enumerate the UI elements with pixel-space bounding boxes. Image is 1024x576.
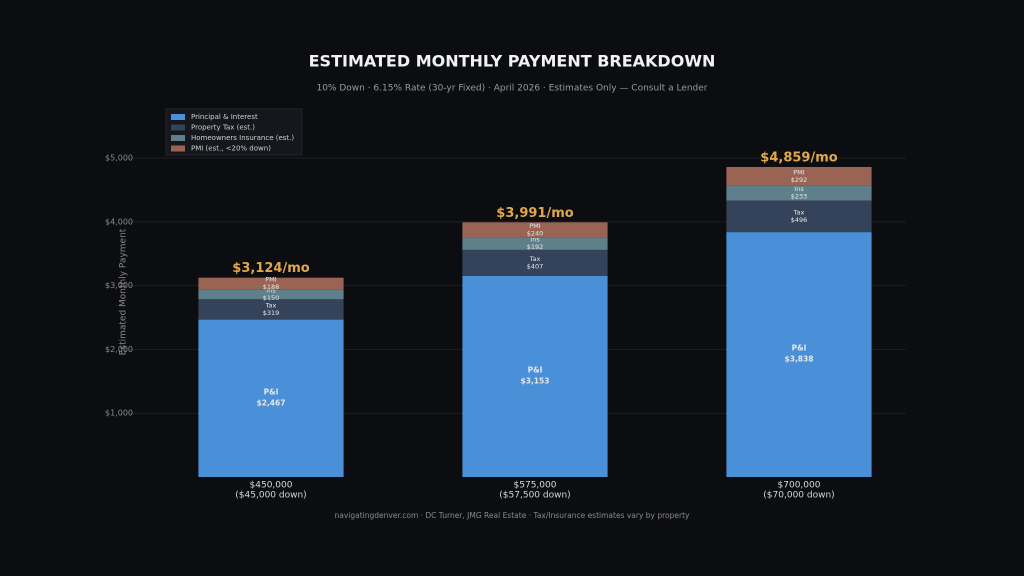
y-tick-label: $4,000 <box>105 217 133 226</box>
segment-name: Tax <box>265 301 277 309</box>
legend-label: Property Tax (est.) <box>191 124 255 132</box>
x-tick-sublabel: ($57,500 down) <box>499 491 570 501</box>
chart-title: ESTIMATED MONTHLY PAYMENT BREAKDOWN <box>309 52 716 71</box>
segment-value: $3,838 <box>785 355 814 364</box>
bar-segment <box>462 222 608 238</box>
segment-name: PMI <box>265 276 277 284</box>
bar-segment <box>726 166 872 186</box>
y-tick-label: $1,000 <box>105 409 133 418</box>
segment-name: Tax <box>529 255 541 263</box>
segment-value: $150 <box>263 294 280 302</box>
bar-segment <box>198 319 344 477</box>
total-label: $3,124/mo <box>232 261 309 276</box>
segment-name: P&I <box>792 344 807 353</box>
bar-segment <box>198 299 344 320</box>
segment-value: $192 <box>527 243 544 251</box>
segment-name: Tax <box>793 208 805 216</box>
bar-segment <box>726 200 872 233</box>
bar-segment <box>726 185 872 201</box>
segment-name: Ins <box>266 286 276 294</box>
legend-swatch <box>171 124 185 131</box>
segment-name: Ins <box>530 236 540 244</box>
bar-segment <box>198 289 344 300</box>
bar-segment <box>726 232 872 477</box>
x-tick-label: $700,000 <box>778 481 821 491</box>
segment-value: $496 <box>791 216 808 224</box>
legend-label: PMI (est., <20% down) <box>191 145 271 153</box>
legend-swatch <box>171 114 185 120</box>
total-label: $4,859/mo <box>760 150 837 165</box>
x-tick-sublabel: ($70,000 down) <box>763 491 834 501</box>
chart-subtitle: 10% Down · 6.15% Rate (30-yr Fixed) · Ap… <box>316 84 707 94</box>
bar-segment <box>198 277 344 290</box>
legend-label: Principal & Interest <box>191 113 258 121</box>
segment-value: $188 <box>263 283 280 291</box>
segment-value: $240 <box>527 229 544 237</box>
segment-name: P&I <box>264 387 279 396</box>
legend-box <box>165 108 303 156</box>
x-tick-label: $450,000 <box>250 481 293 491</box>
bar-segment <box>462 275 608 477</box>
segment-name: P&I <box>528 365 543 374</box>
segment-name: Ins <box>794 185 804 193</box>
segment-value: $292 <box>791 176 808 184</box>
y-tick-label: $2,000 <box>105 345 133 354</box>
segment-name: PMI <box>529 222 541 230</box>
segment-value: $233 <box>791 193 808 201</box>
y-tick-label: $5,000 <box>105 153 133 162</box>
y-axis-label: Estimated Monthly Payment <box>119 228 129 355</box>
legend-swatch <box>171 135 185 141</box>
segment-value: $319 <box>263 309 280 317</box>
segment-value: $407 <box>527 262 544 270</box>
segment-value: $2,467 <box>257 398 286 407</box>
legend-label: Homeowners Insurance (est.) <box>191 134 294 142</box>
segment-value: $3,153 <box>521 376 550 385</box>
total-label: $3,991/mo <box>496 206 573 221</box>
segment-name: PMI <box>793 168 805 176</box>
legend-swatch <box>171 145 185 152</box>
footer: navigatingdenver.com · DC Turner, JMG Re… <box>335 511 691 520</box>
bar-segment <box>462 249 608 276</box>
x-tick-label: $575,000 <box>514 481 557 491</box>
bar-segment <box>462 237 608 250</box>
x-tick-sublabel: ($45,000 down) <box>235 491 306 501</box>
y-tick-label: $3,000 <box>105 281 133 290</box>
